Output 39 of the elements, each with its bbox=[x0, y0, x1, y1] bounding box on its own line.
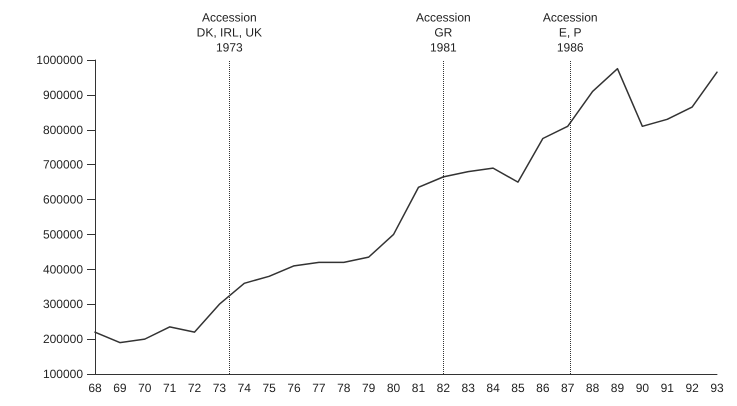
x-tick-label: 76 bbox=[287, 381, 302, 395]
x-tick-label: 82 bbox=[436, 381, 450, 395]
y-tick-label: 800000 bbox=[42, 122, 84, 137]
y-tick-label: 500000 bbox=[42, 227, 84, 242]
ref-line-label: Accession DK, IRL, UK 1973 bbox=[196, 10, 262, 54]
x-tick-label: 77 bbox=[312, 381, 326, 395]
y-tick-label: 300000 bbox=[42, 297, 84, 312]
x-tick-label: 78 bbox=[337, 381, 351, 395]
x-tick-label: 69 bbox=[113, 381, 127, 395]
x-tick-label: 75 bbox=[262, 381, 276, 395]
x-tick-label: 84 bbox=[486, 381, 500, 395]
x-tick-label: 74 bbox=[238, 381, 252, 395]
y-tick-label: 1000000 bbox=[36, 53, 84, 67]
x-tick-label: 73 bbox=[212, 381, 226, 395]
y-tick-label: 600000 bbox=[42, 192, 84, 207]
x-tick-label: 79 bbox=[362, 381, 376, 395]
x-tick-label: 70 bbox=[138, 381, 152, 395]
y-tick-label: 400000 bbox=[42, 262, 84, 276]
y-tick-label: 700000 bbox=[42, 158, 84, 172]
x-tick-label: 89 bbox=[610, 381, 624, 395]
x-tick-label: 93 bbox=[710, 381, 724, 395]
x-tick-label: 90 bbox=[636, 381, 650, 395]
x-tick-label: 68 bbox=[88, 381, 102, 395]
x-tick-label: 88 bbox=[586, 381, 600, 395]
x-tick-label: 80 bbox=[386, 381, 401, 395]
x-tick-label: 87 bbox=[561, 381, 575, 395]
ref-line-label: Accession GR 1981 bbox=[416, 10, 471, 54]
x-tick-label: 92 bbox=[685, 381, 700, 395]
x-tick-label: 86 bbox=[536, 381, 550, 395]
y-tick-label: 900000 bbox=[42, 88, 84, 102]
x-tick-label: 85 bbox=[511, 381, 525, 395]
x-tick-label: 91 bbox=[660, 381, 674, 395]
x-tick-label: 71 bbox=[162, 381, 177, 395]
x-tick-label: 81 bbox=[412, 381, 426, 395]
x-tick-label: 83 bbox=[462, 381, 476, 395]
ref-line-label: Accession E, P 1986 bbox=[542, 10, 598, 54]
y-tick-label: 200000 bbox=[42, 332, 84, 346]
y-tick-label: 100000 bbox=[42, 367, 84, 381]
x-tick-label: 72 bbox=[188, 381, 202, 395]
